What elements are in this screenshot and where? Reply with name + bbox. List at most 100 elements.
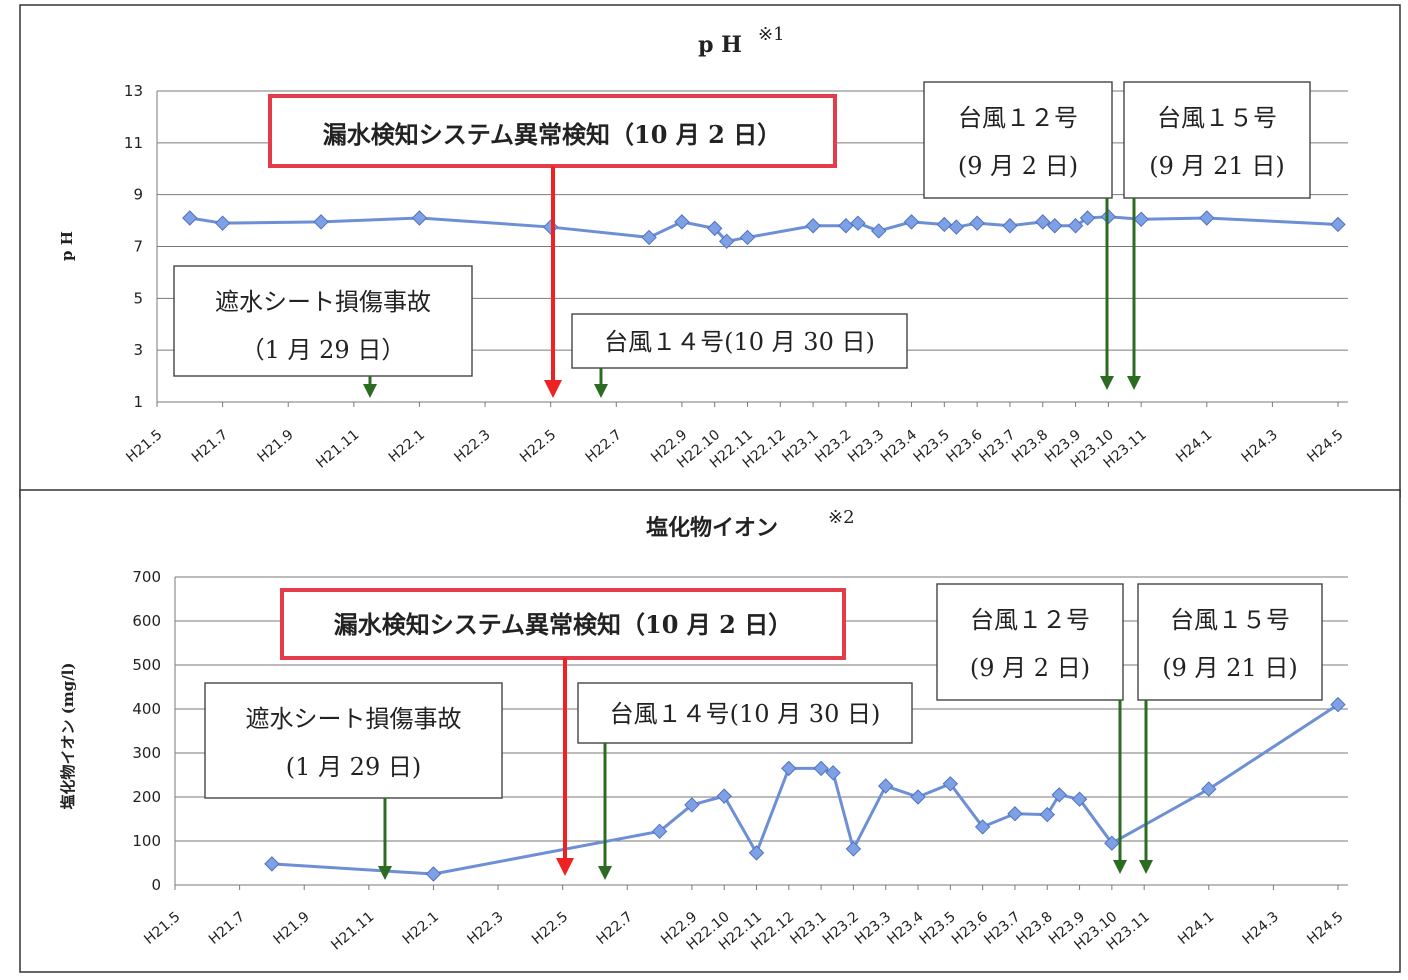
data-point — [1199, 210, 1215, 226]
typhoon-12-date: (9 月 2 日) — [958, 152, 1078, 180]
y-tick-label: 7 — [133, 238, 143, 256]
sheet-accident-date: (1 月 29 日) — [286, 753, 421, 781]
arrow-head — [598, 866, 612, 880]
arrow-head — [544, 380, 562, 398]
leak-detection-label: 漏水検知システム異常検知（10 月 2 日） — [334, 610, 792, 639]
sheet-accident-arrow — [363, 376, 377, 398]
leak-detection-box — [280, 588, 846, 660]
data-point — [1330, 216, 1346, 233]
data-point — [214, 215, 231, 231]
chart-title: 塩化物イオン — [646, 515, 778, 541]
sheet-accident-arrow — [378, 798, 392, 880]
data-point — [264, 856, 280, 872]
data-point — [805, 218, 821, 234]
y-tick-label: 5 — [133, 289, 143, 307]
data-point — [651, 823, 668, 840]
data-point — [182, 210, 198, 226]
sheet-accident-date: （1 月 29 日） — [241, 336, 406, 364]
typhoon-15-box — [1137, 583, 1323, 701]
data-point — [1039, 806, 1055, 823]
data-point — [871, 223, 887, 239]
leak-detection-box — [268, 94, 837, 168]
data-point — [425, 866, 442, 882]
typhoon-14-box — [577, 682, 913, 744]
typhoon-15-date: (9 月 21 日) — [1149, 152, 1284, 180]
chart-title: p H — [698, 32, 742, 58]
data-point — [878, 778, 894, 794]
data-point — [825, 765, 841, 781]
chart-panel — [19, 4, 1401, 498]
y-axis-label: p H — [58, 231, 76, 261]
data-point — [684, 797, 700, 813]
data-point — [411, 210, 428, 226]
typhoon-12-label: 台風１２号 — [958, 104, 1078, 132]
data-point — [903, 214, 920, 230]
data-point — [948, 219, 965, 235]
data-point — [674, 214, 690, 230]
data-point — [845, 841, 862, 857]
data-point — [1079, 210, 1096, 226]
data-point — [1104, 835, 1120, 851]
data-point — [1007, 806, 1023, 822]
leak-detection-arrow — [544, 166, 562, 398]
data-point — [813, 760, 829, 777]
y-tick-label: 0 — [151, 876, 161, 894]
sheet-accident-label: 遮水シート損傷事故 — [246, 705, 462, 733]
chart-title-note: ※2 — [828, 507, 855, 528]
data-point — [1071, 791, 1088, 807]
data-point — [936, 216, 953, 233]
typhoon-12-box — [936, 583, 1124, 701]
data-point — [739, 229, 756, 246]
typhoon-14-label: 台風１４号(10 月 30 日) — [604, 328, 875, 356]
data-point — [748, 845, 765, 861]
data-point — [781, 760, 797, 777]
data-point — [716, 788, 732, 804]
typhoon-12-arrow — [1113, 700, 1127, 874]
typhoon-14-box — [571, 313, 908, 369]
y-tick-label: 13 — [124, 82, 143, 100]
arrow-head — [378, 866, 392, 880]
y-tick-label: 9 — [133, 186, 143, 204]
y-tick-label: 1 — [133, 393, 143, 411]
y-tick-label: 700 — [132, 568, 161, 586]
data-point — [313, 214, 329, 230]
typhoon-14-arrow — [594, 368, 608, 398]
y-tick-label: 400 — [132, 700, 161, 718]
y-tick-label: 600 — [132, 612, 161, 630]
data-point — [1133, 211, 1149, 227]
chloride-chart: 塩化物イオン ※2 0 100 200 300 400 500 600 700 塩化物イオン (mg… — [19, 489, 1401, 973]
sheet-accident-box — [173, 265, 473, 377]
data-point — [969, 215, 985, 231]
data-point — [910, 789, 926, 805]
typhoon-15-date: (9 月 21 日) — [1162, 654, 1297, 682]
data-point — [942, 776, 959, 792]
y-tick-label: 11 — [124, 134, 143, 152]
arrow-head — [594, 384, 608, 398]
data-point — [641, 229, 657, 246]
sheet-accident-label: 遮水シート損傷事故 — [215, 288, 431, 316]
y-tick-label: 500 — [132, 656, 161, 674]
typhoon-12-box — [923, 81, 1113, 199]
data-point — [974, 819, 991, 835]
typhoon-15-label: 台風１５号 — [1170, 606, 1290, 634]
y-tick-label: 3 — [133, 341, 143, 359]
leak-detection-label: 漏水検知システム異常検知（10 月 2 日） — [323, 120, 781, 149]
typhoon-12-arrow — [1100, 198, 1114, 390]
y-axis-label: 塩化物イオン (mg/l) — [59, 663, 77, 810]
typhoon-15-label: 台風１５号 — [1157, 104, 1277, 132]
arrow-head — [363, 384, 377, 398]
leak-detection-arrow — [556, 658, 574, 876]
data-point — [1002, 218, 1018, 234]
arrow-head — [1139, 860, 1153, 874]
arrow-head — [1100, 376, 1114, 390]
data-point — [718, 233, 735, 250]
typhoon-15-arrow — [1127, 198, 1141, 390]
data-point — [850, 215, 866, 231]
data-point — [1067, 218, 1084, 234]
typhoon-15-box — [1123, 81, 1311, 199]
arrow-head — [556, 858, 574, 876]
typhoon-15-arrow — [1139, 700, 1153, 874]
data-point — [706, 220, 723, 237]
